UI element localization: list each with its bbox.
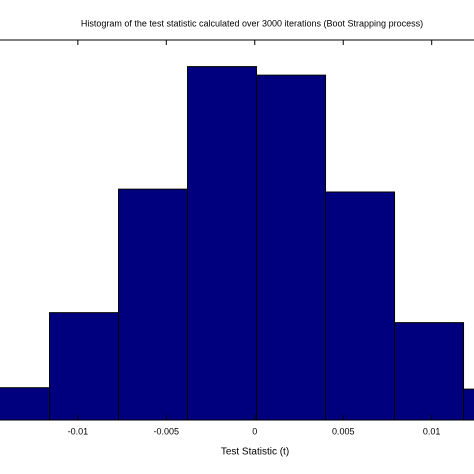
x-tick-label: 0.005 bbox=[332, 426, 355, 436]
chart-title: Histogram of the test statistic calculat… bbox=[81, 18, 423, 28]
x-tick-label: 0.01 bbox=[423, 426, 441, 436]
bar bbox=[463, 388, 474, 421]
x-tick-label: 0 bbox=[252, 426, 257, 436]
bar bbox=[394, 322, 465, 421]
x-tick-label: -0.01 bbox=[68, 426, 89, 436]
bar bbox=[118, 188, 189, 421]
x-tick-label: -0.005 bbox=[154, 426, 180, 436]
bar bbox=[325, 191, 396, 421]
bar bbox=[49, 312, 120, 421]
bar bbox=[0, 387, 51, 421]
plot-frame bbox=[0, 39, 474, 421]
x-axis-label: Test Statistic (t) bbox=[221, 447, 289, 458]
bar bbox=[187, 66, 258, 421]
bar bbox=[256, 74, 327, 421]
